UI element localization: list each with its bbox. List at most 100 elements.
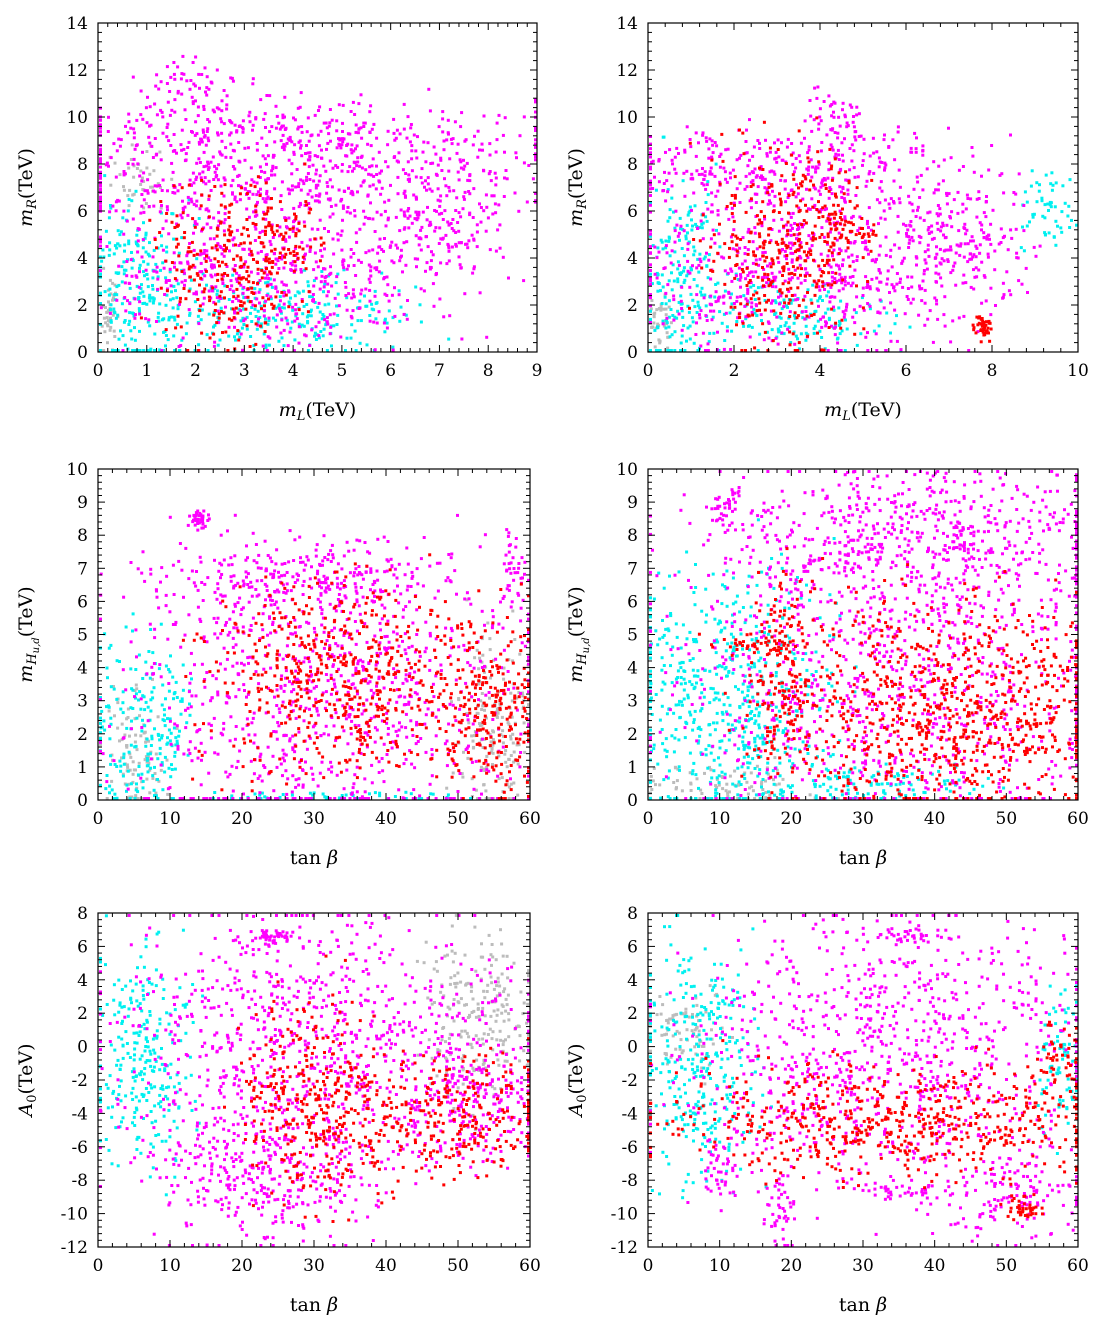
- data-point: [266, 177, 270, 181]
- data-point: [752, 293, 755, 297]
- data-point: [279, 309, 283, 313]
- data-point: [494, 150, 498, 154]
- data-point: [833, 223, 837, 227]
- data-point: [433, 229, 437, 233]
- data-point: [121, 349, 125, 352]
- data-point: [142, 210, 146, 214]
- data-point: [737, 312, 741, 316]
- data-point: [130, 337, 134, 341]
- data-point: [304, 267, 308, 271]
- data-point: [830, 145, 834, 149]
- data-point: [307, 202, 311, 205]
- data-point: [122, 272, 126, 276]
- data-point: [763, 294, 767, 297]
- data-point: [765, 330, 769, 334]
- data-point: [348, 165, 352, 169]
- data-point: [383, 200, 387, 204]
- data-point: [146, 252, 150, 256]
- data-point: [663, 266, 667, 270]
- data-point: [807, 148, 811, 152]
- data-point: [1028, 220, 1031, 224]
- data-point: [534, 110, 537, 114]
- data-point: [860, 296, 864, 300]
- data-point: [282, 148, 286, 152]
- data-point: [483, 708, 486, 712]
- data-point: [152, 189, 155, 193]
- data-point: [914, 215, 918, 218]
- data-point: [680, 334, 684, 338]
- data-point: [534, 191, 537, 195]
- data-point: [767, 284, 771, 288]
- data-point: [124, 309, 128, 313]
- data-point: [265, 253, 269, 257]
- data-point: [280, 290, 284, 294]
- data-point: [187, 289, 191, 293]
- data-point: [252, 292, 256, 295]
- data-point: [270, 302, 274, 306]
- data-point: [277, 267, 281, 270]
- y-tick-label: 2: [77, 296, 88, 316]
- data-point: [274, 126, 278, 130]
- data-point: [663, 170, 666, 174]
- data-point: [776, 290, 780, 294]
- data-point: [692, 245, 696, 249]
- data-point: [866, 219, 869, 223]
- data-point: [838, 332, 842, 336]
- data-point: [265, 284, 269, 288]
- data-point: [735, 320, 739, 323]
- data-point: [501, 255, 505, 259]
- data-point: [99, 201, 102, 204]
- data-point: [416, 135, 419, 139]
- data-point: [827, 161, 831, 165]
- data-point: [192, 82, 196, 86]
- data-point: [322, 327, 326, 331]
- data-point: [367, 249, 371, 253]
- data-point: [871, 136, 875, 140]
- data-point: [1047, 231, 1051, 235]
- data-point: [233, 269, 237, 273]
- data-point: [186, 195, 190, 199]
- data-point: [203, 268, 207, 272]
- data-point: [227, 317, 231, 321]
- data-point: [222, 194, 226, 198]
- data-point: [180, 236, 184, 240]
- data-point: [314, 172, 318, 176]
- data-point: [667, 235, 671, 239]
- data-point: [900, 261, 904, 265]
- data-point: [665, 316, 669, 320]
- data-point: [268, 277, 272, 281]
- data-point: [230, 202, 234, 206]
- data-point: [919, 235, 923, 239]
- data-point: [111, 313, 115, 317]
- data-point: [318, 105, 322, 109]
- data-point: [744, 277, 748, 281]
- data-point: [755, 291, 759, 295]
- data-point: [820, 179, 824, 183]
- data-point: [319, 243, 323, 247]
- data-point: [833, 236, 837, 240]
- data-point: [281, 237, 285, 241]
- data-point: [99, 160, 102, 164]
- data-point: [674, 171, 678, 175]
- data-point: [816, 85, 820, 89]
- data-point: [771, 259, 775, 262]
- data-point: [198, 309, 202, 313]
- data-point: [139, 183, 143, 186]
- y-tick-label: 14: [616, 14, 638, 34]
- data-point: [175, 278, 179, 282]
- data-point: [932, 160, 936, 164]
- data-point: [280, 208, 284, 211]
- data-point: [205, 333, 209, 337]
- data-point: [795, 248, 799, 252]
- data-point: [819, 274, 823, 278]
- data-point: [729, 305, 733, 309]
- data-point: [768, 262, 772, 266]
- data-point: [807, 234, 811, 238]
- data-point: [772, 275, 776, 279]
- data-point: [228, 203, 232, 207]
- data-point: [830, 324, 833, 328]
- data-point: [191, 171, 195, 175]
- data-point: [199, 318, 203, 322]
- data-point: [165, 250, 169, 254]
- data-point: [660, 240, 664, 244]
